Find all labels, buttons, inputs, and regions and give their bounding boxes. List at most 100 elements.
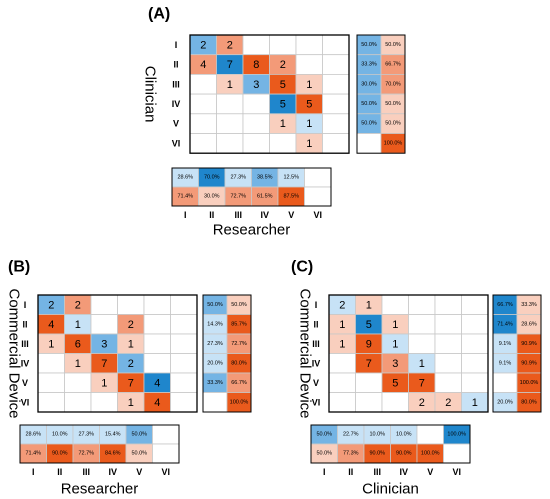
heatmap-cell-value: 1 [392,319,398,331]
col-tick-label: V [427,467,433,477]
heatmap-cell [242,93,270,115]
heatmap-cell-value: 2 [48,299,54,311]
col-disagree-pct: 90.0% [396,451,412,457]
col-disagree-pct-cell [304,186,332,207]
heatmap-cell [242,113,270,134]
heatmap-cell [322,113,350,134]
row-tick-label: II [22,319,27,329]
heatmap-cell-value: 6 [75,338,81,350]
col-disagree-pct: 87.5% [283,194,299,200]
heatmap-cell-value: 1 [392,338,398,350]
heatmap-cell-value: 5 [280,79,286,91]
heatmap-cell-value: 1 [472,397,478,409]
heatmap-cell [90,392,118,413]
heatmap-cell-value: 5 [392,377,398,389]
heatmap-cell-value: 1 [366,299,372,311]
col-disagree-pct: 72.7% [78,451,94,457]
heatmap-cell [328,353,356,374]
heatmap-cell-value: 4 [154,377,160,389]
heatmap-cell-value: 1 [75,319,81,331]
heatmap-cell-value: 8 [253,59,259,71]
heatmap-cell-value: 1 [419,358,425,370]
heatmap-cell-value: 2 [339,299,345,311]
heatmap-cell [322,54,350,75]
heatmap-cell [216,113,244,134]
row-disagree-pct: 80.0% [231,360,247,366]
heatmap-cell-value: 1 [128,338,134,350]
heatmap-cell [143,333,171,354]
row-agree-pct: 30.0% [361,81,377,87]
heatmap-cell [269,133,297,154]
heatmap-cell [295,34,323,56]
col-pct-border [310,424,471,464]
heatmap-cell [322,74,350,95]
heatmap-cell-value: 1 [339,338,345,350]
heatmap-border [328,294,489,413]
heatmap-cell [143,314,171,335]
col-agree-pct: 70.0% [204,175,220,181]
row-agree-pct: 33.3% [207,380,223,386]
col-disagree-pct: 90.0% [369,451,385,457]
heatmap-cell [117,294,145,315]
y-axis-title: Clinician [142,66,159,123]
heatmap-cell-value: 1 [75,358,81,370]
heatmap-cell [328,392,356,413]
row-tick-label: I [315,300,318,310]
col-disagree-pct: 77.3% [343,451,359,457]
col-tick-label: II [209,210,214,220]
heatmap-cell [408,314,436,335]
heatmap-cell [170,392,198,413]
heatmap-cell [355,372,383,393]
heatmap-cell-value: 2 [200,39,206,51]
heatmap-cell [355,392,383,413]
heatmap-cell-value: 7 [419,377,425,389]
row-disagree-pct: 72.7% [231,341,247,347]
col-tick-label: V [136,467,142,477]
row-agree-pct: 50.0% [361,42,377,48]
row-tick-label: VI [172,138,181,148]
heatmap-cell-value: 3 [253,79,259,91]
row-disagree-pct: 33.3% [521,302,537,308]
col-tick-label: III [373,467,381,477]
row-agree-pct: 9.1% [499,341,512,347]
heatmap-cell-value: 5 [366,319,372,331]
col-disagree-pct-cell [152,443,180,464]
heatmap-cell [189,93,217,115]
heatmap-cell [37,372,65,393]
heatmap-cell [189,113,217,134]
heatmap-cell [461,353,489,374]
row-agree-pct: 66.7% [497,302,513,308]
col-tick-label: II [348,467,353,477]
heatmap-cell [242,133,270,154]
col-agree-pct: 12.5% [283,175,299,181]
heatmap-border [189,34,350,154]
heatmap-cell [90,314,118,335]
row-tick-label: V [313,378,319,388]
row-agree-pct-cell [492,372,518,393]
col-agree-pct: 15.4% [105,432,121,438]
heatmap-cell-value: 2 [445,397,451,409]
row-agree-pct: 50.0% [361,121,377,127]
row-tick-label: IV [172,99,181,109]
heatmap-cell-value: 2 [128,358,134,370]
col-agree-pct: 10.0% [396,432,412,438]
col-agree-pct-cell [304,167,332,188]
heatmap-cell [216,93,244,115]
heatmap-cell-value: 5 [306,98,312,110]
col-pct-border [19,424,180,464]
heatmap-cell [408,294,436,315]
col-disagree-pct: 50.0% [131,451,147,457]
heatmap-cell [170,372,198,393]
heatmap-cell [170,333,198,354]
col-tick-label: VI [161,467,170,477]
row-disagree-pct: 100.0% [230,399,249,405]
row-pct-border [356,34,406,154]
col-disagree-pct: 61.5% [257,194,273,200]
heatmap-cell [434,372,462,393]
heatmap-cell-value: 1 [306,138,312,150]
heatmap-cell [37,353,65,374]
heatmap-cell-value: 5 [280,98,286,110]
